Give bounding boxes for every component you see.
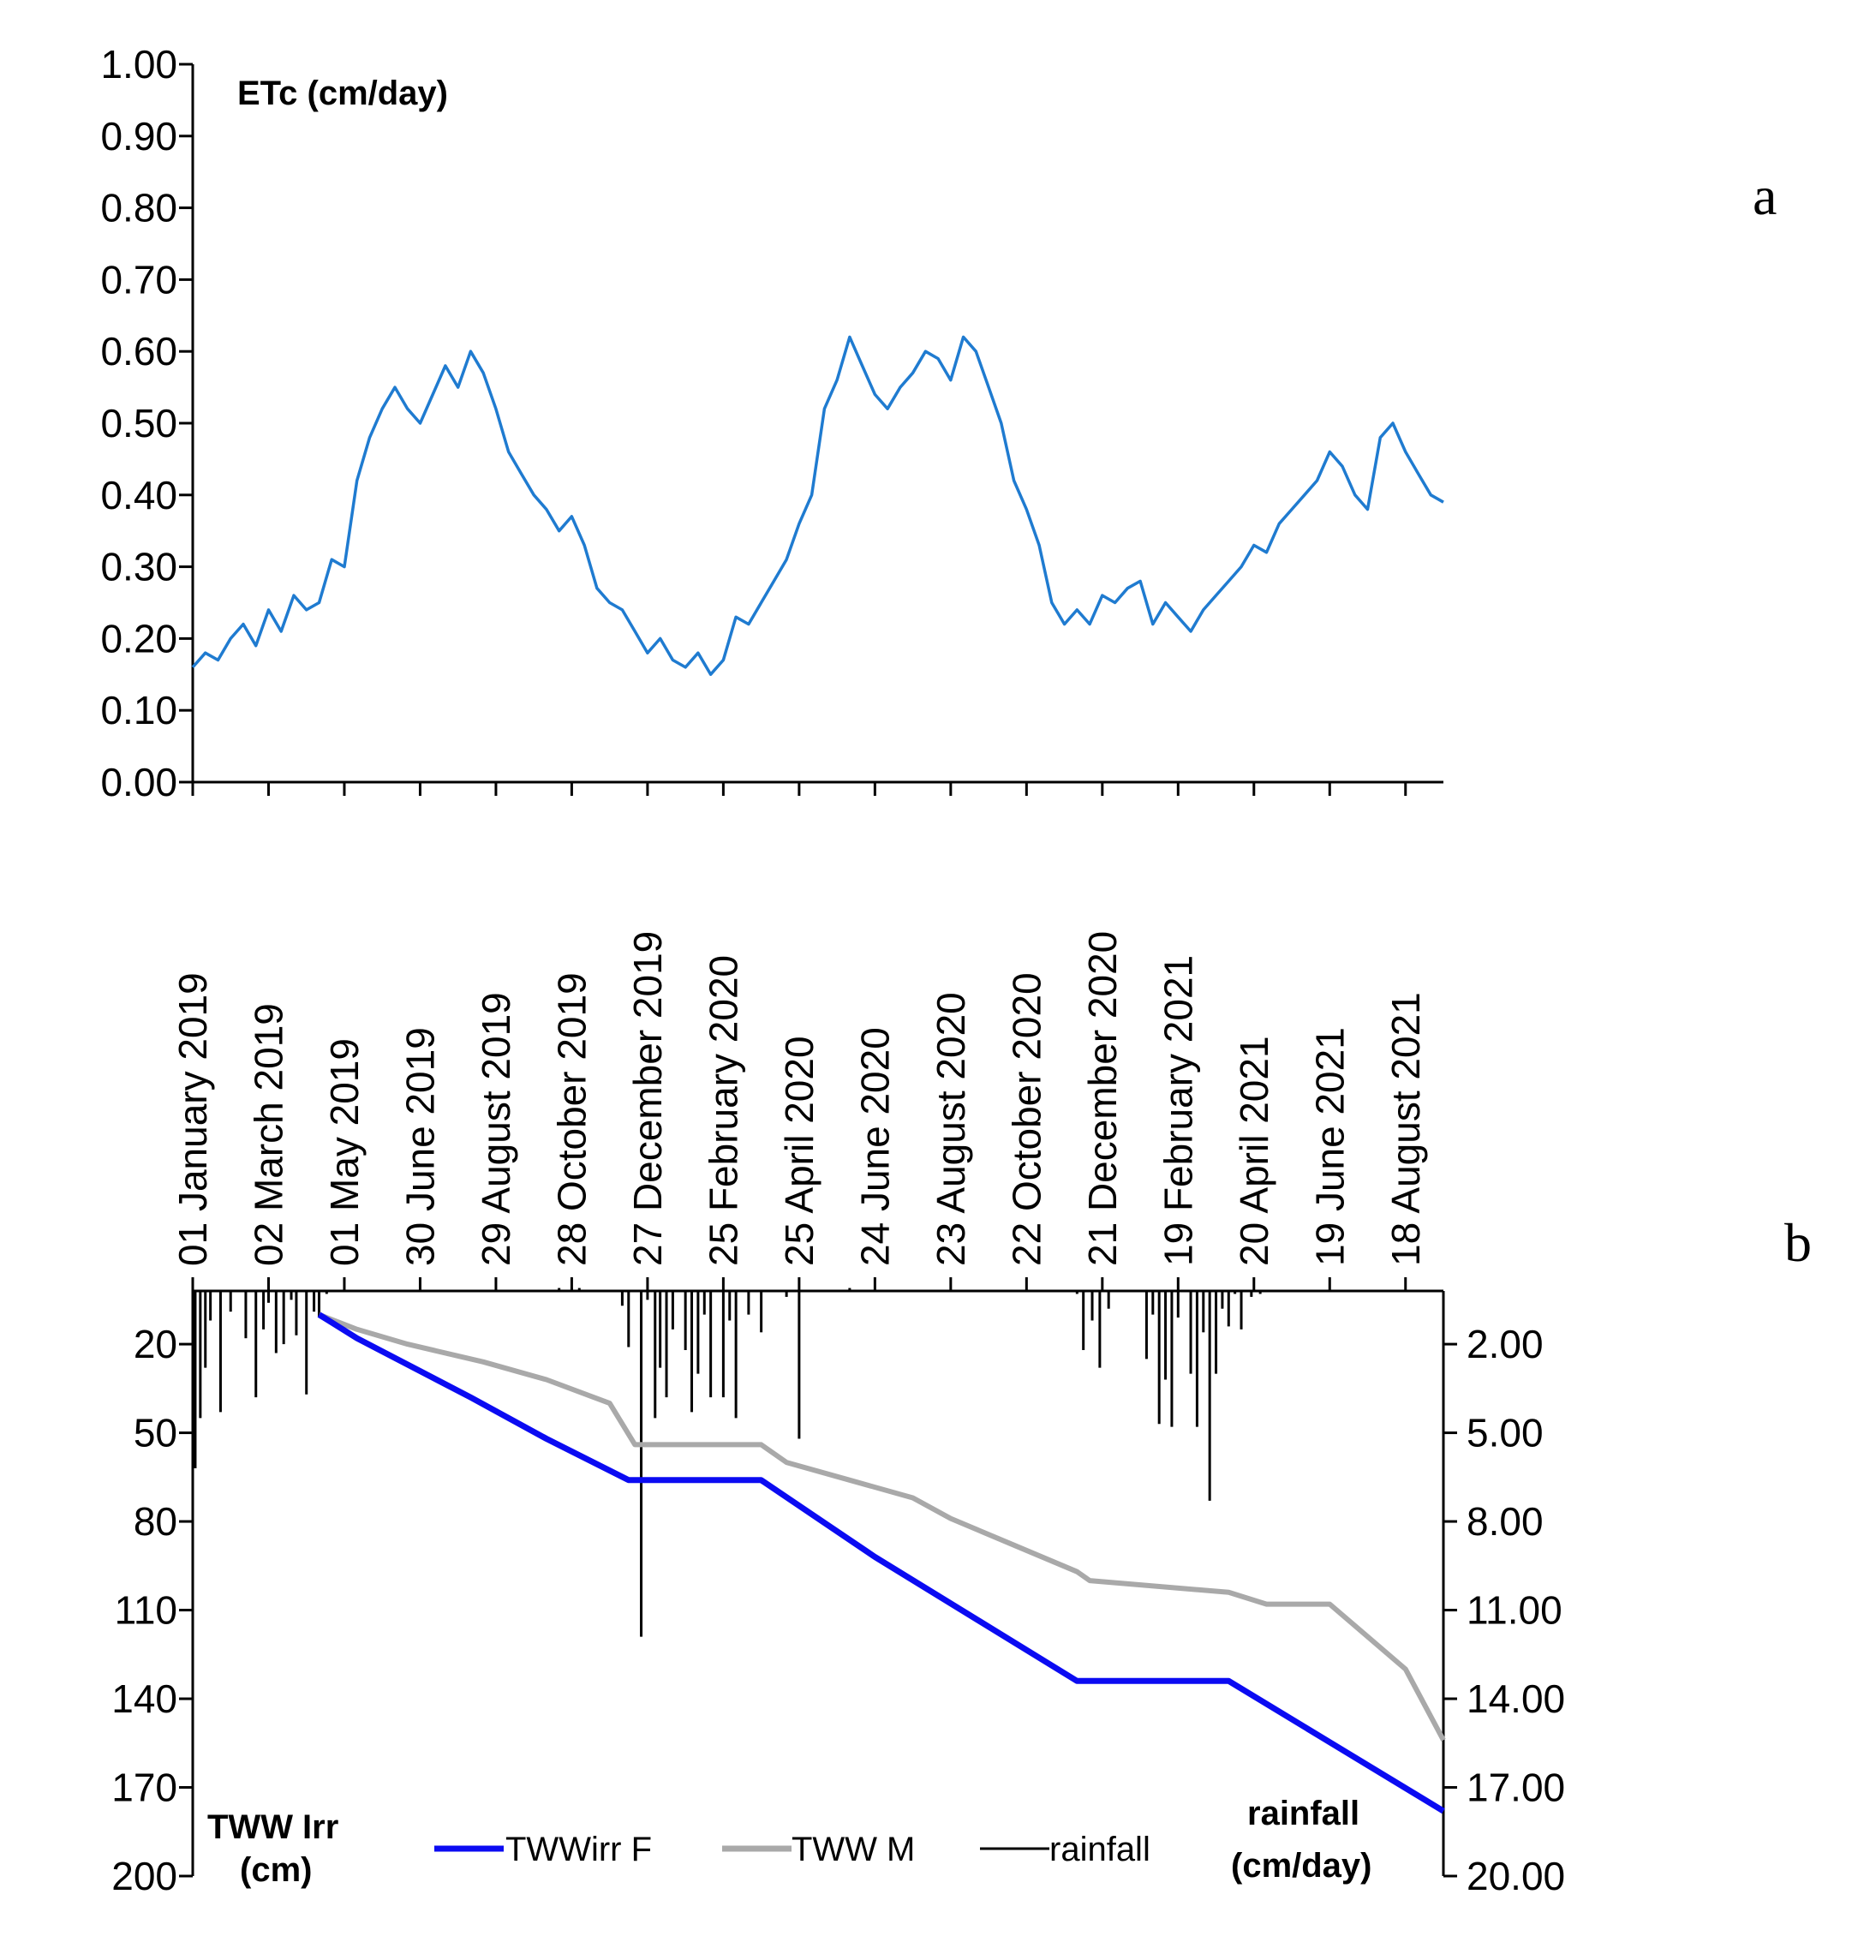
- b-left-tick-label: 80: [134, 1499, 177, 1544]
- date-tick-label: 22 October 2020: [1004, 972, 1049, 1266]
- a-y-tick-label: 0.30: [100, 545, 177, 589]
- legend-label-rainfall: rainfall: [1049, 1831, 1150, 1868]
- date-axis-labels: 01 January 2019 02 March 2019 01 May 2019 3…: [170, 931, 1428, 1266]
- a-y-tick-label: 0.00: [100, 760, 177, 804]
- b-left-tick-label: 20: [134, 1322, 177, 1366]
- legend-label-twwirr-f: TWWirr F: [505, 1831, 652, 1868]
- b-right-axis-title-line1: rainfall: [1247, 1795, 1359, 1832]
- a-y-tick-label: 0.50: [100, 401, 177, 445]
- date-tick-label: 21 December 2020: [1080, 931, 1125, 1266]
- date-tick-label: 19 June 2021: [1307, 1027, 1352, 1266]
- legend-label-tww-m: TWW M: [792, 1831, 915, 1868]
- a-y-tick-label: 0.80: [100, 186, 177, 230]
- twwirr-f-line: [317, 1312, 1445, 1814]
- date-tick-label: 27 December 2019: [625, 931, 670, 1266]
- date-tick-label: 01 January 2019: [170, 972, 215, 1266]
- a-y-axis-title: ETc (cm/day): [237, 75, 448, 112]
- a-y-tick-label: 1.00: [100, 42, 177, 87]
- date-tick-label: 01 May 2019: [322, 1038, 367, 1266]
- date-tick-label: 25 February 2020: [701, 955, 745, 1266]
- panel-b-letter: b: [1784, 1212, 1812, 1273]
- b-left-axis-title-line1: TWW Irr: [207, 1808, 338, 1846]
- b-left-tick-label: 140: [111, 1676, 177, 1721]
- b-right-axis-title-line2: (cm/day): [1231, 1847, 1372, 1885]
- date-tick-label: 29 August 2019: [474, 992, 518, 1266]
- date-tick-label: 18 August 2021: [1383, 992, 1428, 1266]
- tww-m-line: [318, 1312, 1446, 1742]
- panel-a-letter: a: [1753, 165, 1777, 226]
- b-right-tick-label: 5.00: [1467, 1411, 1544, 1455]
- date-tick-label: 24 June 2020: [852, 1027, 897, 1266]
- b-left-tick-label: 110: [115, 1588, 177, 1633]
- date-tick-label: 02 March 2019: [246, 1003, 290, 1266]
- date-tick-label: 30 June 2019: [397, 1027, 442, 1266]
- b-right-tick-label: 14.00: [1467, 1676, 1565, 1721]
- b-right-tick-label: 11.00: [1467, 1588, 1562, 1633]
- b-right-tick-label: 20.00: [1467, 1854, 1565, 1898]
- panel-a-chart: 0.00 0.10 0.20 0.30 0.40 0.50 0.60 0.70 0.80 0.90…: [100, 42, 1777, 804]
- etc-series-line: [191, 335, 1444, 677]
- a-y-tick-label: 0.10: [100, 688, 177, 732]
- date-tick-label: 19 February 2021: [1156, 955, 1200, 1266]
- b-right-tick-label: 17.00: [1467, 1766, 1565, 1810]
- a-y-tick-label: 0.70: [100, 257, 177, 302]
- b-left-tick-label: 200: [111, 1854, 177, 1898]
- b-left-tick-label: 50: [134, 1411, 177, 1455]
- a-y-tick-label: 0.40: [100, 473, 177, 517]
- b-left-axis-title-line2: (cm): [240, 1851, 312, 1889]
- b-left-tick-label: 170: [111, 1766, 177, 1810]
- b-right-tick-label: 2.00: [1467, 1322, 1544, 1366]
- date-tick-label: 20 April 2021: [1232, 1036, 1276, 1266]
- date-tick-label: 23 August 2020: [929, 992, 973, 1266]
- a-y-tick-label: 0.60: [100, 329, 177, 373]
- b-right-tick-label: 8.00: [1467, 1499, 1544, 1544]
- panel-b-chart: 20 50 80 110 140 170 200 2.00 5.00 8.00 11.00 14.0…: [111, 1212, 1812, 1898]
- legend: TWWirr F TWW M rainfall: [434, 1831, 1150, 1868]
- a-y-tick-label: 0.90: [100, 114, 177, 158]
- a-y-tick-label: 0.20: [100, 616, 177, 660]
- date-tick-label: 28 October 2019: [549, 972, 594, 1266]
- date-tick-label: 25 April 2020: [777, 1036, 821, 1266]
